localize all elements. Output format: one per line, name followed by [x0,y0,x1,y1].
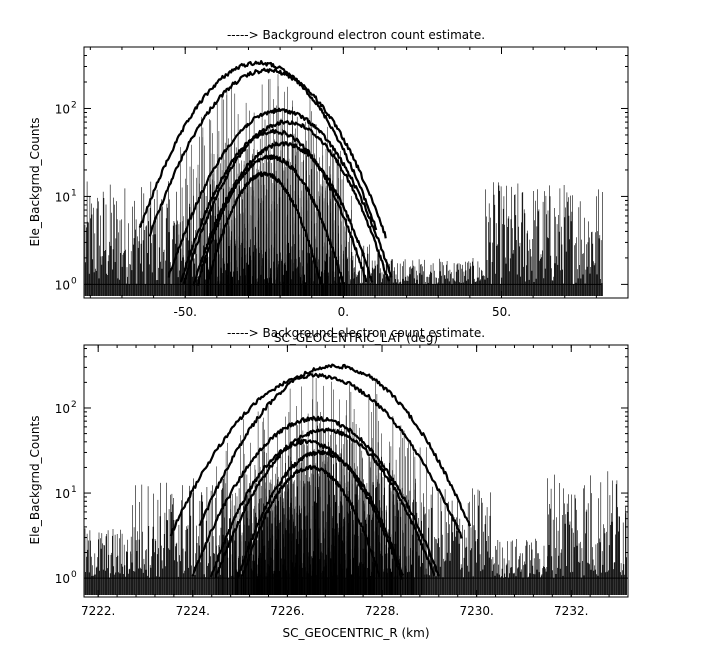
y-tick-label: 10 [55,102,70,116]
top-x-axis-label: SC_GEOCENTRIC_LAT (deg) [274,331,438,345]
top-chart-title: -----> Background electron count estimat… [227,28,485,42]
noise-segment-1-4 [547,471,627,595]
top-y-axis-label: Ele_Backgrnd_Counts [28,118,42,247]
top-plot-frame [83,46,629,299]
bottom-y-axis-label: Ele_Backgrnd_Counts [28,416,42,545]
y-tick-exponent: 0 [71,570,77,580]
bottom-plot-frame [83,344,629,598]
top-panel: -----> Background electron count estimat… [28,28,629,345]
x-tick-label: 7224. [176,604,210,618]
y-tick-label: 10 [55,402,70,416]
y-tick-exponent: 2 [71,400,77,410]
x-tick-label: 50. [492,305,511,319]
y-tick-label: 10 [55,572,70,586]
series-arc-1-0 [198,363,472,527]
series-arc-1-3 [214,427,436,579]
series-arc-0-0 [138,60,378,231]
series-arc-0-4 [179,128,368,283]
series-arc-1-6 [241,464,381,578]
series-arc-0-1 [148,67,387,239]
noise-segment-1-0 [84,528,132,595]
x-tick-label: 7226. [270,604,304,618]
series-fill-1-6 [254,474,367,595]
series-fill-1-5 [256,456,384,595]
x-tick-label: 7230. [459,604,493,618]
series-arc-0-2 [167,107,393,278]
series-arc-1-5 [236,449,404,578]
bottom-data-layer [84,363,627,595]
noise-segment-1-2 [419,486,491,595]
noise-segment-1-3 [490,538,548,595]
series-arc-0-3 [182,119,390,285]
top-data-layer [84,60,603,296]
series-arc-0-7 [206,171,322,285]
bottom-chart-title: -----> Background electron count estimat… [227,326,485,340]
x-tick-label: 7222. [81,604,115,618]
noise-segment-0-3 [485,182,603,296]
series-arc-0-6 [196,154,345,287]
series-arc-0-5 [192,141,374,286]
series-fill-0-7 [216,184,312,296]
y-tick-exponent: 1 [71,485,77,495]
x-tick-label: 7232. [554,604,588,618]
x-tick-label: -50. [173,305,196,319]
y-tick-exponent: 0 [71,276,77,286]
bottom-x-axis-label: SC_GEOCENTRIC_R (km) [283,626,430,640]
x-tick-label: 0. [338,305,349,319]
y-tick-label: 10 [55,487,70,501]
x-tick-label: 7228. [365,604,399,618]
y-tick-label: 10 [55,278,70,292]
series-arc-1-4 [209,438,403,580]
series-arc-1-2 [191,415,440,577]
y-tick-exponent: 2 [71,100,77,110]
series-arc-1-1 [169,372,463,539]
y-tick-label: 10 [55,190,70,204]
y-tick-exponent: 1 [71,188,77,198]
noise-segment-0-2 [381,258,486,296]
